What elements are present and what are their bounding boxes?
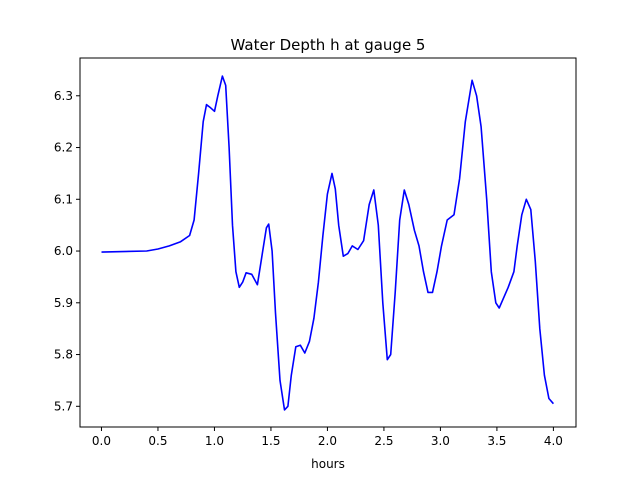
- x-tick-label: 3.5: [487, 434, 506, 448]
- x-tick-label: 1.5: [261, 434, 280, 448]
- x-axis-label: hours: [311, 457, 345, 471]
- series-line: [101, 75, 555, 411]
- y-tick-label: 5.7: [54, 399, 73, 413]
- y-tick-label: 6.0: [54, 244, 73, 258]
- x-tick-label: 0.5: [148, 434, 167, 448]
- y-tick-label: 6.3: [54, 89, 73, 103]
- y-axis: 5.7 5.8 5.9 6.0 6.1 6.2 6.3: [54, 89, 80, 413]
- x-tick-label: 1.0: [205, 434, 224, 448]
- plot-area: [79, 57, 577, 428]
- x-tick-label: 0.0: [92, 434, 111, 448]
- y-tick-label: 5.8: [54, 348, 73, 362]
- x-tick-label: 3.0: [431, 434, 450, 448]
- y-tick-label: 6.2: [54, 141, 73, 155]
- x-axis: 0.0 0.5 1.0 1.5 2.0 2.5 3.0 3.5 4.0: [92, 427, 563, 448]
- x-tick-label: 2.0: [318, 434, 337, 448]
- x-tick-label: 2.5: [374, 434, 393, 448]
- chart-title: Water Depth h at gauge 5: [231, 36, 426, 54]
- x-tick-label: 4.0: [544, 434, 563, 448]
- plot-frame: [79, 57, 577, 428]
- y-tick-label: 5.9: [54, 296, 73, 310]
- y-tick-label: 6.1: [54, 192, 73, 206]
